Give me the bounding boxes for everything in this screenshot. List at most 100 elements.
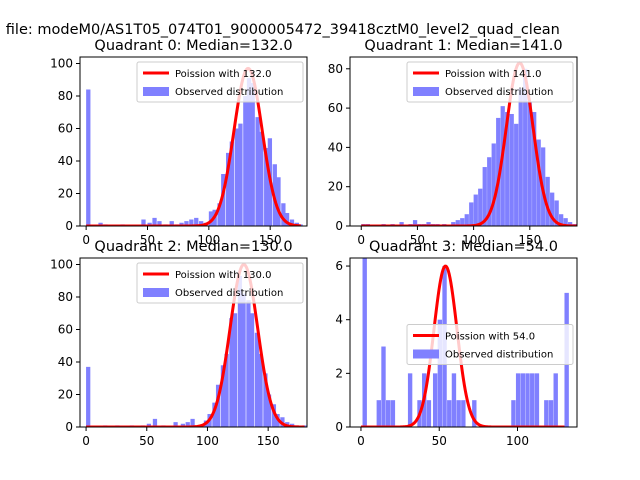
histogram-bar [426,222,431,226]
histogram-bar [412,220,418,226]
histogram-bar [520,373,526,427]
histogram-bar [259,131,264,226]
histogram-bar [157,221,162,226]
histogram-bar [376,400,381,427]
histogram-bar [518,88,523,226]
histogram-bar [451,222,456,226]
histogram-bar [234,128,239,226]
histogram-bar [221,174,226,226]
histogram-bar [179,222,184,226]
x-tick-label: 100 [506,434,529,448]
histogram-bar [426,400,432,427]
histogram-bar [432,373,438,427]
histogram-bar [250,83,255,226]
figure-title: n file: modeM0/AS1T05_074T01_9000005472_… [0,22,560,38]
histogram-bar [568,222,573,226]
y-tick-label: 4 [335,313,343,327]
legend-patch-swatch [143,87,169,96]
histogram-bar [215,384,221,427]
histogram-bar [194,217,199,226]
legend: Poission with 141.0 Observed distribution [406,61,574,103]
histogram-bar [284,213,290,226]
histogram-bar [229,141,234,226]
histogram-bar [456,400,461,427]
histogram-bar [496,117,501,226]
histogram-bar [455,220,460,226]
histogram-bar [217,203,222,226]
legend-box [406,324,574,365]
histogram-bar [460,218,465,226]
histogram-bar [237,275,243,427]
y-tick-label: 0 [335,420,343,434]
y-tick-label: 40 [58,355,73,369]
histogram-bar [289,219,295,226]
histogram-bar [530,373,535,427]
x-tick-label: 50 [139,434,154,448]
histogram-bar [141,219,146,226]
histogram-bar [152,418,158,427]
histogram-bar [482,167,487,226]
histogram-bar [208,211,214,226]
legend-entry-poisson: Poission with 130.0 [175,270,271,281]
histogram-bar [254,332,260,427]
histogram-bar [407,373,413,427]
legend-box [406,61,574,103]
histogram-bar [169,221,174,226]
histogram-bar [451,373,457,427]
legend-entry-poisson: Poission with 54.0 [445,332,535,343]
x-tick-label: 0 [357,434,365,448]
legend: Poission with 54.0 Observed distribution [406,324,574,365]
y-tick-label: 80 [58,290,73,304]
histogram-bar [249,313,255,427]
axes-frame [349,257,578,428]
histogram-bar [238,123,243,226]
histogram-bar [189,219,194,226]
histogram-bar [271,404,277,427]
y-tick-label: 0 [335,219,343,233]
histogram-bar [523,68,528,226]
histogram-bar [461,400,466,427]
subplot-quadrant-3: 0 50 100 0 2 4 6 Quadrant 3: Median=54.0 Poissio… [335,239,578,448]
histogram-bar [232,313,238,427]
histogram-bar [515,373,521,427]
histogram-bar [147,222,152,226]
histogram-bar [469,202,474,226]
histogram-bar [464,214,469,226]
histogram-bar [544,400,549,427]
y-tick-label: 80 [328,62,343,76]
histogram-bar [548,400,554,427]
histogram-bar [226,152,231,226]
histogram-bar [220,365,226,427]
y-tick-label: 60 [328,101,343,115]
y-tick-label: 100 [50,57,73,71]
y-tick-label: 6 [335,259,343,273]
x-tick-label: 0 [82,233,90,247]
histogram-bar [185,422,190,427]
histogram-bar [527,102,532,226]
x-tick-label: 150 [257,434,280,448]
histogram-bar [509,113,514,226]
y-tick-label: 60 [58,122,73,136]
subplot-quadrant-1: 0 50 100 150 0 20 40 60 80 Quadrant 1: Median=141… [328,38,578,247]
subplot-quadrant-0: 0 50 100 150 0 20 40 60 80 100 Quadrant 0: Median=… [50,38,308,247]
histogram-bar [184,221,189,226]
y-tick-label: 80 [58,89,73,103]
x-tick-label: 50 [140,233,155,247]
histogram-bar [525,373,530,427]
histogram-bar [212,402,217,427]
histogram-bar [514,123,519,226]
y-tick-label: 40 [58,154,73,168]
histogram-bar [152,217,157,226]
subplot-title: Quadrant 1: Median=141.0 [364,38,562,54]
histogram-bar [472,400,477,427]
histogram-bar [241,293,246,427]
histogram-bar [98,222,103,226]
histogram-bar [478,188,483,226]
histogram-bar [487,157,492,226]
legend: Poission with 132.0 Observed distribution [136,61,304,103]
legend-entry-observed: Observed distribution [445,350,553,361]
histogram-bar [437,319,443,427]
axes-frame [79,56,308,227]
